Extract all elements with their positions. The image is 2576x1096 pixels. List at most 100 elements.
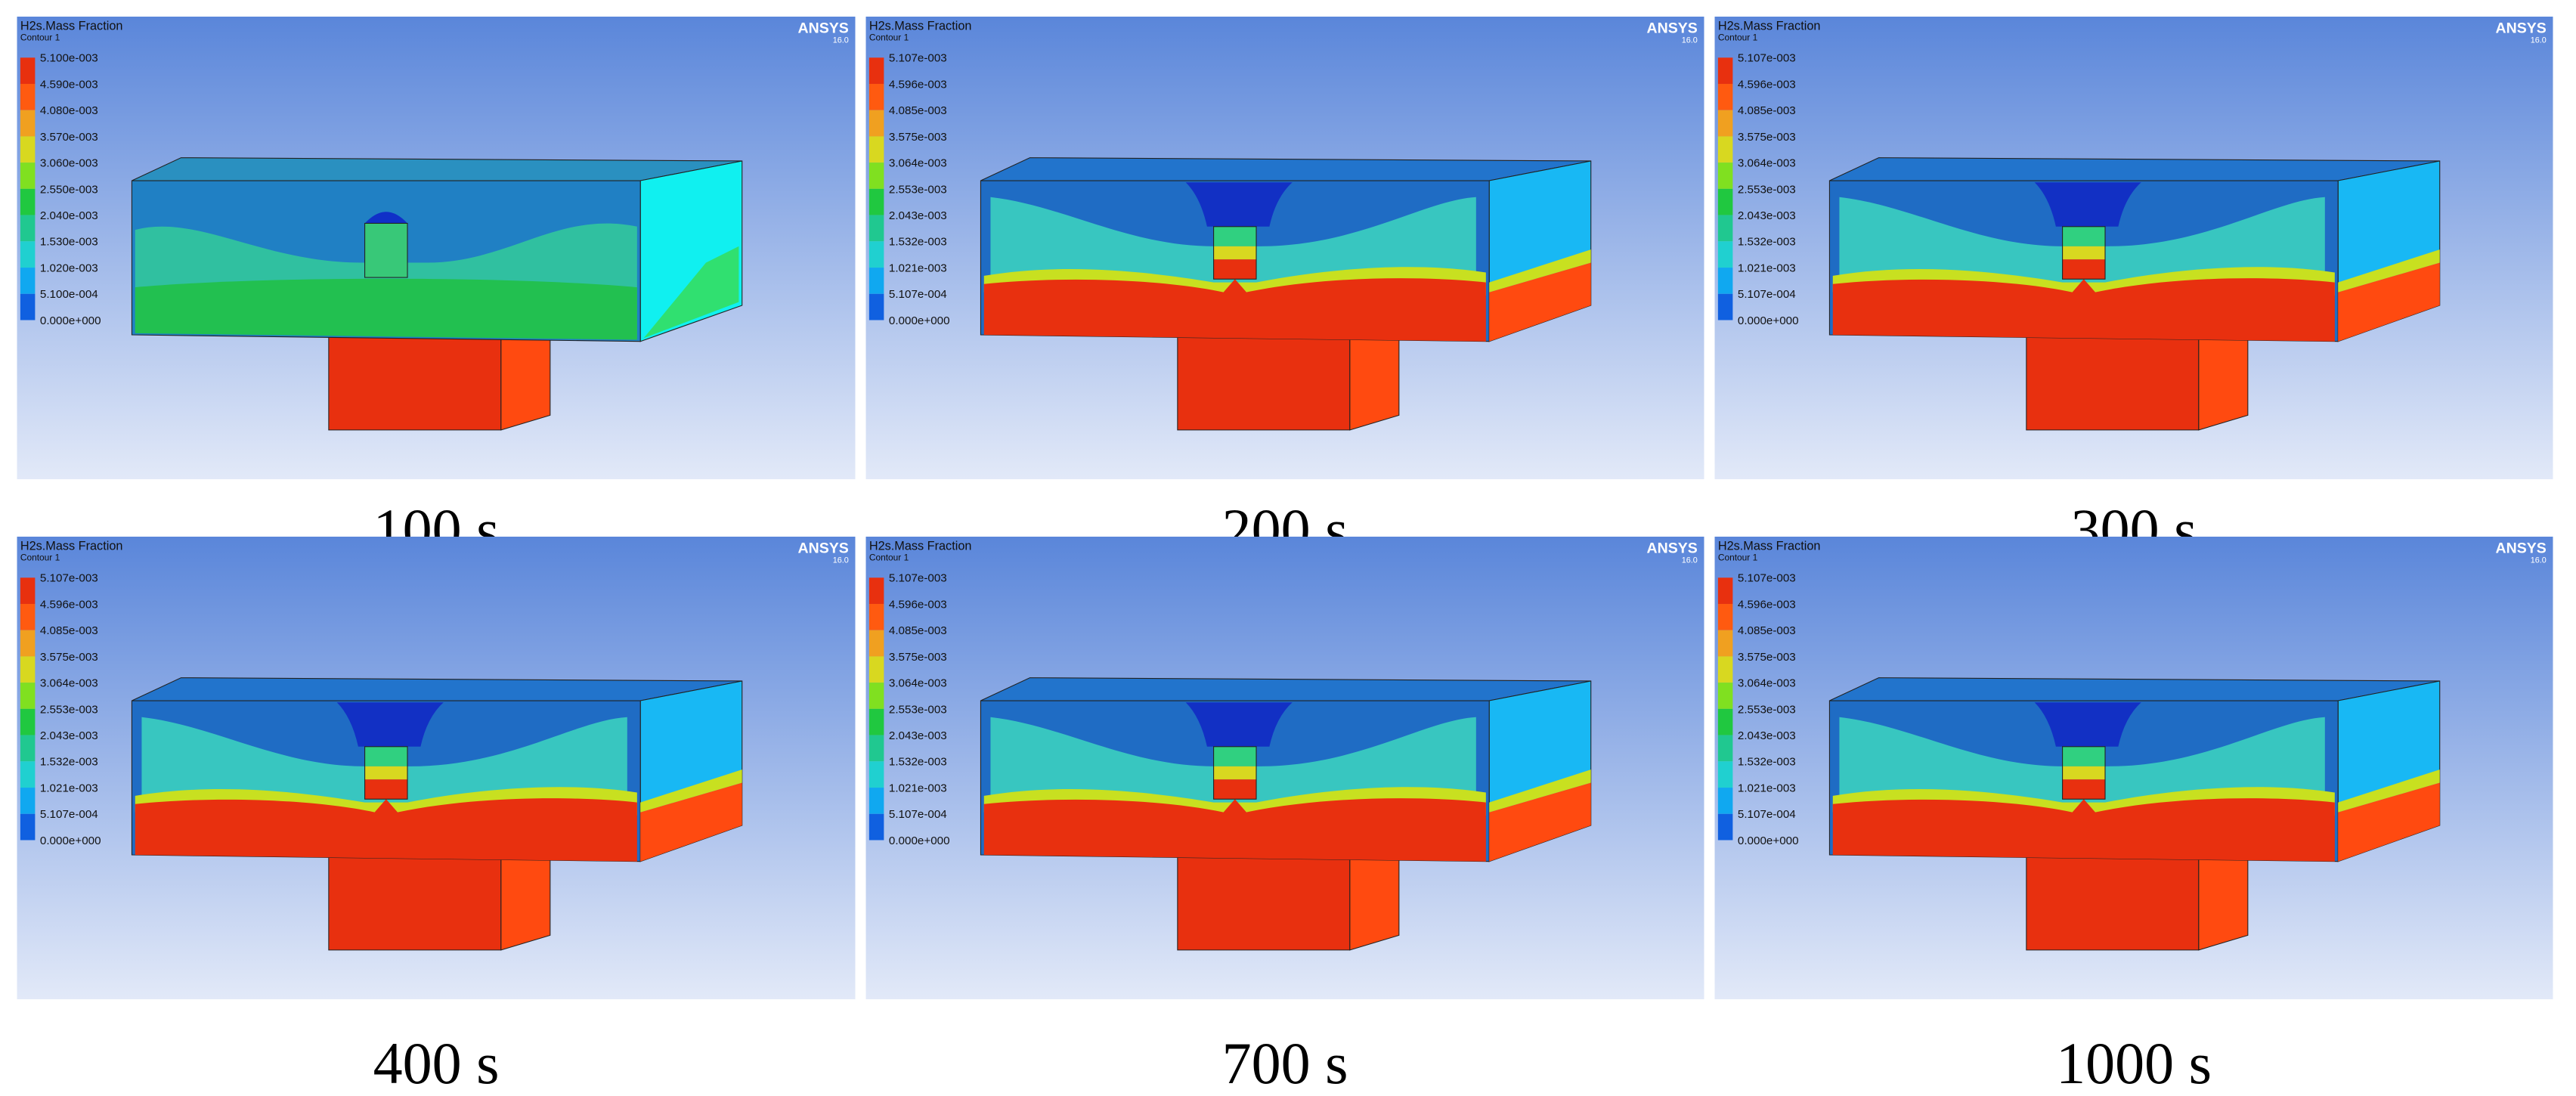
- legend-title: H2s.Mass Fraction: [869, 19, 972, 33]
- legend-label: 1.020e-003: [40, 262, 98, 274]
- legend-band: [868, 761, 884, 788]
- right-red: [2338, 262, 2440, 342]
- legend-band: [1717, 683, 1733, 709]
- legend-band: [1717, 110, 1733, 137]
- legend-label: 5.107e-003: [889, 52, 947, 65]
- legend-band: [1717, 163, 1733, 189]
- box-top: [980, 157, 1591, 181]
- legend-subtitle: Contour 1: [20, 32, 60, 42]
- legend-label: 2.553e-003: [1738, 703, 1796, 716]
- legend-label: 4.085e-003: [889, 624, 947, 637]
- legend-label: 1.532e-003: [889, 756, 947, 769]
- legend-label: 2.043e-003: [1738, 729, 1796, 742]
- right-band: [1489, 769, 1591, 813]
- brand: ANSYS: [798, 540, 849, 557]
- contour-panel: H2s.Mass Fraction Contour 1 5.107e-003 4.59…: [1714, 537, 2553, 999]
- legend-band: [20, 293, 36, 320]
- legend-band: [1717, 293, 1733, 320]
- legend-label: 5.107e-003: [1738, 52, 1796, 65]
- inlet-window: [2062, 226, 2106, 280]
- legend-label: 2.043e-003: [1738, 209, 1796, 222]
- legend-label: 3.064e-003: [1738, 157, 1796, 170]
- legend-label: 4.596e-003: [889, 598, 947, 611]
- legend-band: [1717, 57, 1733, 84]
- legend-label: 3.064e-003: [40, 677, 98, 690]
- window-red: [2062, 779, 2106, 800]
- legend-band: [868, 603, 884, 630]
- box-top: [132, 157, 742, 181]
- legend-band: [868, 163, 884, 189]
- inlet-window: [1213, 226, 1257, 280]
- legend-band: [1717, 788, 1733, 814]
- inlet-window: [1213, 746, 1257, 800]
- legend-band: [20, 136, 36, 163]
- legend-label: 2.043e-003: [889, 209, 947, 222]
- legend-band: [1717, 603, 1733, 630]
- legend-band: [1717, 215, 1733, 242]
- legend-band: [1717, 241, 1733, 268]
- version: 16.0: [833, 36, 849, 45]
- right-red: [2338, 782, 2440, 862]
- legend-band: [20, 188, 36, 215]
- legend-label: 2.553e-003: [889, 183, 947, 196]
- dome: [364, 212, 408, 224]
- legend-title: H2s.Mass Fraction: [1718, 539, 1821, 553]
- legend-label: 4.085e-003: [889, 104, 947, 117]
- legend-label: 4.596e-003: [889, 78, 947, 91]
- right-red: [1489, 262, 1591, 342]
- window-green: [1213, 226, 1257, 246]
- version: 16.0: [2531, 556, 2547, 565]
- window-red: [2062, 259, 2106, 280]
- legend-label: 1.021e-003: [1738, 262, 1796, 274]
- legend-label: 4.596e-003: [1738, 598, 1796, 611]
- lower-block-front: [328, 336, 502, 431]
- blue-dip: [336, 702, 444, 747]
- lower-block-front: [2026, 856, 2200, 951]
- window-yellow: [2062, 246, 2106, 260]
- window-yellow: [1213, 246, 1257, 260]
- legend-label: 5.107e-004: [889, 808, 947, 821]
- legend-band: [868, 683, 884, 709]
- right-band: [1489, 249, 1591, 293]
- teal-region: [990, 717, 1476, 810]
- legend-band: [868, 708, 884, 735]
- right-band: [2338, 249, 2440, 293]
- version: 16.0: [1682, 556, 1698, 565]
- legend-label: 5.107e-004: [1738, 808, 1796, 821]
- legend-label: 1.532e-003: [1738, 236, 1796, 249]
- legend-band: [1717, 735, 1733, 762]
- legend-band: [20, 813, 36, 841]
- legend-label: 5.107e-003: [889, 572, 947, 585]
- legend-subtitle: Contour 1: [1718, 552, 1758, 562]
- legend-band: [1717, 577, 1733, 604]
- legend-band: [868, 188, 884, 215]
- legend-label: 0.000e+000: [40, 834, 101, 847]
- legend-title: H2s.Mass Fraction: [20, 19, 123, 33]
- legend-band: [20, 656, 36, 683]
- window-yellow: [364, 766, 408, 780]
- legend-subtitle: Contour 1: [1718, 32, 1758, 42]
- legend-subtitle: Contour 1: [20, 552, 60, 562]
- legend-label: 1.532e-003: [889, 236, 947, 249]
- legend-label: 5.107e-004: [889, 288, 947, 301]
- legend-band: [1717, 136, 1733, 163]
- legend-band: [20, 215, 36, 242]
- legend-band: [868, 577, 884, 604]
- teal-region: [141, 717, 627, 810]
- legend-label: 4.590e-003: [40, 78, 98, 91]
- inlet-window: [364, 746, 408, 800]
- legend-label: 1.021e-003: [889, 782, 947, 794]
- legend-label: 5.107e-004: [1738, 288, 1796, 301]
- legend-band: [1717, 188, 1733, 215]
- blue-dip: [1185, 182, 1293, 227]
- legend-band: [20, 57, 36, 84]
- legend-title: H2s.Mass Fraction: [869, 539, 972, 553]
- right-green: [643, 246, 739, 339]
- legend-label: 3.575e-003: [40, 651, 98, 664]
- red-layer: [1832, 278, 2335, 342]
- red-layer: [1832, 798, 2335, 862]
- contour-panel: H2s.Mass Fraction Contour 1 5.107e-003 4.59…: [865, 537, 1704, 999]
